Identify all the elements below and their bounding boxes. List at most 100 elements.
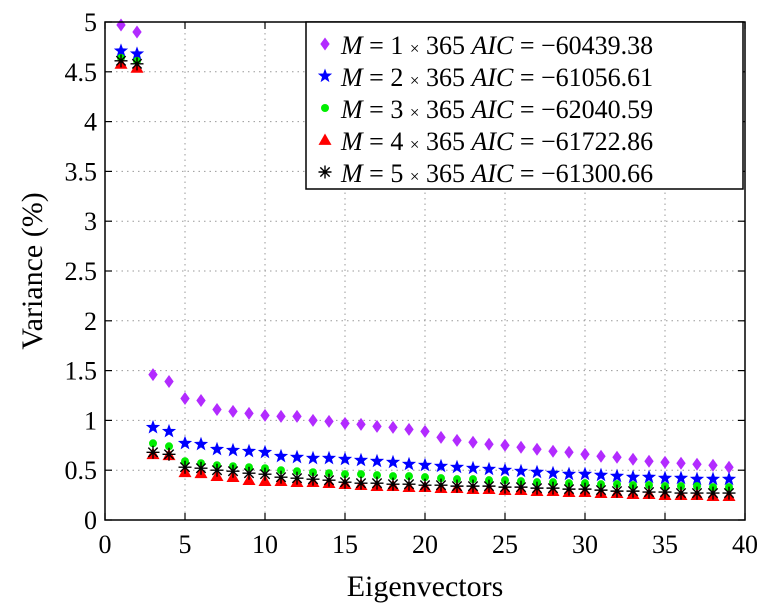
data-point — [613, 480, 621, 489]
data-point — [645, 481, 653, 490]
data-point — [338, 475, 352, 489]
data-point — [258, 467, 272, 481]
y-tick-label: 3 — [84, 207, 97, 236]
legend-label: M = 5 × 365 AIC = −61300.66 — [340, 159, 653, 188]
data-point — [225, 442, 241, 457]
data-point — [692, 457, 702, 471]
data-point — [353, 452, 369, 467]
data-point — [421, 473, 429, 482]
x-tick-label: 5 — [179, 530, 192, 559]
data-point — [165, 442, 173, 451]
data-point — [356, 417, 366, 431]
data-point — [705, 471, 721, 486]
data-point — [244, 406, 254, 420]
data-point — [564, 445, 574, 459]
data-point — [609, 468, 625, 483]
data-point — [292, 409, 302, 423]
data-point — [129, 46, 145, 60]
x-tick-label: 20 — [412, 530, 438, 559]
data-point — [482, 479, 496, 493]
data-point — [514, 480, 528, 494]
data-point — [212, 402, 222, 416]
legend: M = 1 × 365 AIC = −60439.38 M = 2 × 365 A… — [305, 21, 744, 190]
x-tick-label: 30 — [572, 530, 598, 559]
data-point — [401, 456, 417, 471]
data-point — [148, 368, 158, 382]
data-point — [341, 470, 349, 479]
data-point — [673, 470, 689, 485]
data-point — [660, 455, 670, 469]
data-point — [721, 471, 737, 486]
y-tick-label: 0.5 — [65, 456, 98, 485]
x-tick-label: 25 — [492, 530, 518, 559]
data-point — [337, 451, 353, 466]
data-point — [689, 471, 705, 486]
data-point — [161, 423, 177, 438]
data-point — [437, 474, 445, 483]
data-point — [628, 452, 638, 466]
data-point — [481, 461, 497, 476]
data-point — [309, 468, 317, 477]
data-point — [130, 57, 144, 71]
data-point — [305, 450, 321, 465]
legend-marker — [321, 104, 329, 112]
data-point — [370, 476, 384, 490]
data-point — [289, 449, 305, 464]
legend-entry: M = 4 × 365 AIC = −61722.86 — [318, 127, 653, 156]
data-point — [500, 438, 510, 452]
data-point — [690, 486, 704, 500]
data-point — [322, 473, 336, 487]
data-point — [324, 414, 334, 428]
data-point — [484, 437, 494, 451]
data-point — [210, 463, 224, 477]
data-point — [450, 479, 464, 493]
legend-label: M = 1 × 365 AIC = −60439.38 — [340, 31, 653, 60]
data-point — [277, 466, 285, 475]
data-point — [674, 486, 688, 500]
data-point — [193, 436, 209, 451]
data-point — [389, 472, 397, 481]
data-point — [385, 454, 401, 469]
legend-entry: M = 1 × 365 AIC = −60439.38 — [320, 31, 653, 60]
data-point — [465, 460, 481, 475]
data-point — [468, 435, 478, 449]
data-point — [596, 449, 606, 463]
data-point — [612, 450, 622, 464]
data-point — [404, 422, 414, 436]
data-point — [226, 464, 240, 478]
data-point — [260, 408, 270, 422]
data-point — [113, 43, 129, 57]
legend-entry: M = 2 × 365 AIC = −61056.61 — [317, 63, 653, 92]
data-point — [724, 460, 734, 474]
data-point — [132, 25, 142, 39]
data-point — [657, 470, 673, 485]
data-point — [145, 419, 161, 434]
data-point — [453, 475, 461, 484]
y-tick-label: 4.5 — [65, 58, 98, 87]
data-point — [162, 447, 176, 461]
data-point — [388, 420, 398, 434]
data-point — [373, 471, 381, 480]
y-tick-label: 2 — [84, 307, 97, 336]
data-point — [242, 466, 256, 480]
data-point — [449, 459, 465, 474]
legend-marker — [320, 37, 330, 51]
data-point — [433, 458, 449, 473]
data-point — [274, 470, 288, 484]
data-point — [354, 476, 368, 490]
data-point — [164, 375, 174, 389]
data-point — [545, 465, 561, 480]
data-point — [436, 430, 446, 444]
data-point — [180, 391, 190, 405]
data-point — [418, 478, 432, 492]
data-point — [708, 458, 718, 472]
x-axis-label: Eigenvectors — [347, 570, 504, 603]
data-point — [321, 450, 337, 465]
data-point — [194, 461, 208, 475]
data-point — [610, 484, 624, 498]
data-point — [706, 486, 720, 500]
data-point — [641, 469, 657, 484]
data-point — [501, 476, 509, 485]
data-point — [369, 453, 385, 468]
data-point — [561, 466, 577, 481]
